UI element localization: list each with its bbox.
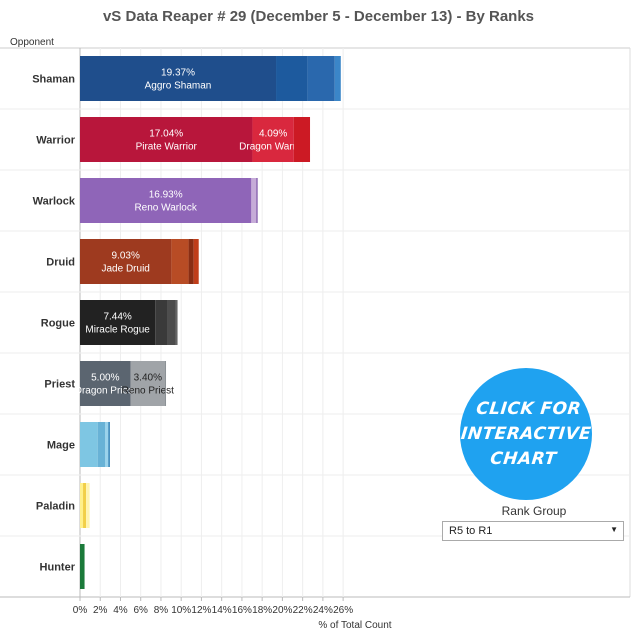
x-tick-label: 12% [191, 605, 211, 616]
bar-segment[interactable] [276, 56, 308, 101]
bar-segment[interactable] [256, 178, 258, 223]
category-label: Warlock [33, 196, 76, 208]
bar-segment[interactable] [193, 239, 199, 284]
rank-group-dropdown[interactable]: R5 to R1 ▼ [442, 521, 624, 541]
bar-segment[interactable] [80, 239, 172, 284]
bar-segment[interactable] [307, 56, 335, 101]
bar-segment[interactable] [108, 422, 110, 467]
data-label-archetype: Reno Warlock [134, 203, 197, 214]
x-tick-label: 2% [93, 605, 108, 616]
bar-segment[interactable] [155, 300, 168, 345]
bar-segment[interactable] [188, 239, 194, 284]
data-label-value: 9.03% [112, 251, 140, 262]
x-tick-label: 4% [113, 605, 128, 616]
bar-segment[interactable] [167, 300, 176, 345]
bar-segment[interactable] [165, 361, 167, 406]
x-axis-title: % of Total Count [318, 620, 392, 631]
bar-segment[interactable] [80, 422, 98, 467]
data-label-archetype: Reno Priest [122, 386, 174, 397]
data-label-archetype: Dragon Priest [75, 386, 136, 397]
bar-segment[interactable] [130, 361, 166, 406]
y-axis-title: Opponent [10, 37, 54, 48]
data-label-archetype: Aggro Shaman [145, 81, 212, 92]
data-label-archetype: Jade Druid [102, 264, 150, 275]
data-label-archetype: Miracle Rogue [85, 325, 150, 336]
bar-segment[interactable] [171, 239, 189, 284]
x-tick-label: 0% [73, 605, 88, 616]
x-tick-label: 8% [154, 605, 169, 616]
x-tick-label: 16% [232, 605, 252, 616]
bar-segment[interactable] [80, 117, 253, 162]
bar-segment[interactable] [80, 300, 156, 345]
bar-segment[interactable] [252, 117, 294, 162]
data-label-archetype: Pirate Warrior [136, 142, 198, 153]
x-tick-label: 14% [212, 605, 232, 616]
category-label: Hunter [40, 562, 76, 574]
bar-segment[interactable] [251, 178, 257, 223]
x-tick-label: 10% [171, 605, 191, 616]
category-label: Warrior [36, 135, 75, 147]
bar-segment[interactable] [293, 117, 311, 162]
bar-segment[interactable] [175, 300, 178, 345]
data-label-value: 16.93% [149, 190, 183, 201]
category-label: Druid [46, 257, 75, 269]
data-label-value: 7.44% [103, 312, 131, 323]
bar-segment[interactable] [80, 178, 252, 223]
bar-segment[interactable] [86, 483, 90, 528]
x-tick-label: 18% [252, 605, 272, 616]
bar-segment[interactable] [83, 483, 87, 528]
x-tick-label: 22% [293, 605, 313, 616]
bar-segment[interactable] [80, 361, 131, 406]
category-label: Rogue [41, 318, 75, 330]
chevron-down-icon: ▼ [610, 525, 618, 534]
category-label: Paladin [36, 501, 75, 513]
bar-segment[interactable] [80, 483, 84, 528]
rank-group-value: R5 to R1 [449, 525, 493, 537]
bar-segment[interactable] [105, 422, 109, 467]
data-label-value: 17.04% [149, 129, 183, 140]
rank-group-label: Rank Group [501, 504, 567, 518]
interactive-chart-button[interactable]: CLICK FOR INTERACTIVE CHART [460, 368, 592, 500]
chart-title: vS Data Reaper # 29 (December 5 - Decemb… [102, 8, 535, 25]
bar-segment[interactable] [97, 422, 106, 467]
data-label-value: 5.00% [91, 373, 119, 384]
x-tick-label: 26% [333, 605, 353, 616]
data-label-value: 19.37% [161, 68, 195, 79]
bar-segment[interactable] [80, 56, 277, 101]
data-label-value: 4.09% [259, 129, 287, 140]
bar-segment[interactable] [334, 56, 341, 101]
x-tick-label: 20% [272, 605, 292, 616]
category-label: Shaman [32, 74, 75, 86]
interactive-chart-label: CLICK FOR INTERACTIVE CHART [459, 398, 593, 469]
data-label-value: 3.40% [134, 373, 162, 384]
data-label-archetype: Dragon Warrior [239, 142, 308, 153]
x-tick-label: 6% [133, 605, 148, 616]
category-label: Priest [44, 379, 75, 391]
bar-segment[interactable] [80, 544, 85, 589]
x-tick-label: 24% [313, 605, 333, 616]
category-label: Mage [47, 440, 75, 452]
